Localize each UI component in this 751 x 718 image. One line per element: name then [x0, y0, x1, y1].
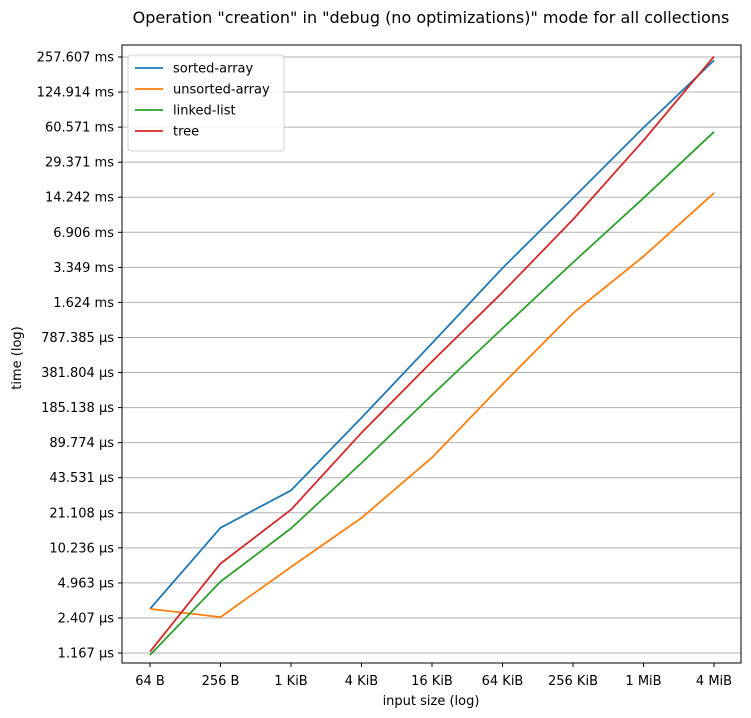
y-tick-label: 43.531 µs — [49, 471, 114, 486]
series-line-sorted-array — [149, 59, 715, 610]
x-axis-label: input size (log) — [383, 694, 480, 709]
x-tick-label: 256 KiB — [548, 674, 598, 689]
x-tick-label: 4 KiB — [345, 674, 378, 689]
x-tick-label: 256 B — [202, 674, 240, 689]
y-tick-label: 124.914 ms — [37, 86, 115, 101]
y-tick-label: 4.963 µs — [58, 576, 115, 591]
legend: sorted-array unsorted-array linked-list tre… — [127, 54, 285, 152]
y-tick-label: 21.108 µs — [49, 506, 114, 521]
series-line-unsorted-array — [149, 192, 715, 618]
chart-title: Operation "creation" in "debug (no optim… — [133, 8, 730, 27]
y-axis-label: time (log) — [10, 326, 25, 389]
y-tick-label: 185.138 µs — [41, 401, 114, 416]
y-tick-label: 10.236 µs — [49, 541, 114, 556]
y-tick-label: 1.167 µs — [58, 647, 115, 662]
y-tick-label: 60.571 ms — [45, 121, 114, 136]
x-tick-label: 64 B — [135, 674, 165, 689]
y-tick-label: 6.906 ms — [53, 226, 114, 241]
y-axis: 1.167 µs 2.407 µs 4.963 µs 10.236 µs 21.108 … — [37, 50, 122, 662]
y-tick-label: 257.607 ms — [37, 50, 115, 65]
y-tick-label: 14.242 ms — [45, 191, 114, 206]
legend-box — [127, 54, 285, 152]
x-tick-label: 64 KiB — [482, 674, 524, 689]
y-tick-label: 2.407 µs — [58, 611, 115, 626]
series-lines — [149, 55, 715, 656]
x-axis: 64 B 256 B 1 KiB 4 KiB 16 KiB 64 KiB 256 KiB 1 … — [135, 663, 732, 689]
y-tick-label: 3.349 ms — [53, 261, 114, 276]
legend-label: linked-list — [173, 104, 236, 119]
y-tick-label: 29.371 ms — [45, 156, 114, 171]
grid-lines — [122, 56, 741, 654]
x-tick-label: 16 KiB — [411, 674, 453, 689]
series-line-tree — [149, 55, 715, 653]
y-tick-label: 89.774 µs — [49, 436, 114, 451]
legend-label: sorted-array — [173, 62, 254, 77]
series-line-linked-list — [149, 131, 715, 656]
legend-label: tree — [173, 125, 199, 140]
y-tick-label: 1.624 ms — [53, 296, 114, 311]
x-tick-label: 1 MiB — [625, 674, 661, 689]
x-tick-label: 1 KiB — [274, 674, 307, 689]
y-tick-label: 787.385 µs — [41, 331, 114, 346]
x-tick-label: 4 MiB — [696, 674, 732, 689]
y-tick-label: 381.804 µs — [41, 366, 114, 381]
legend-label: unsorted-array — [173, 83, 270, 98]
